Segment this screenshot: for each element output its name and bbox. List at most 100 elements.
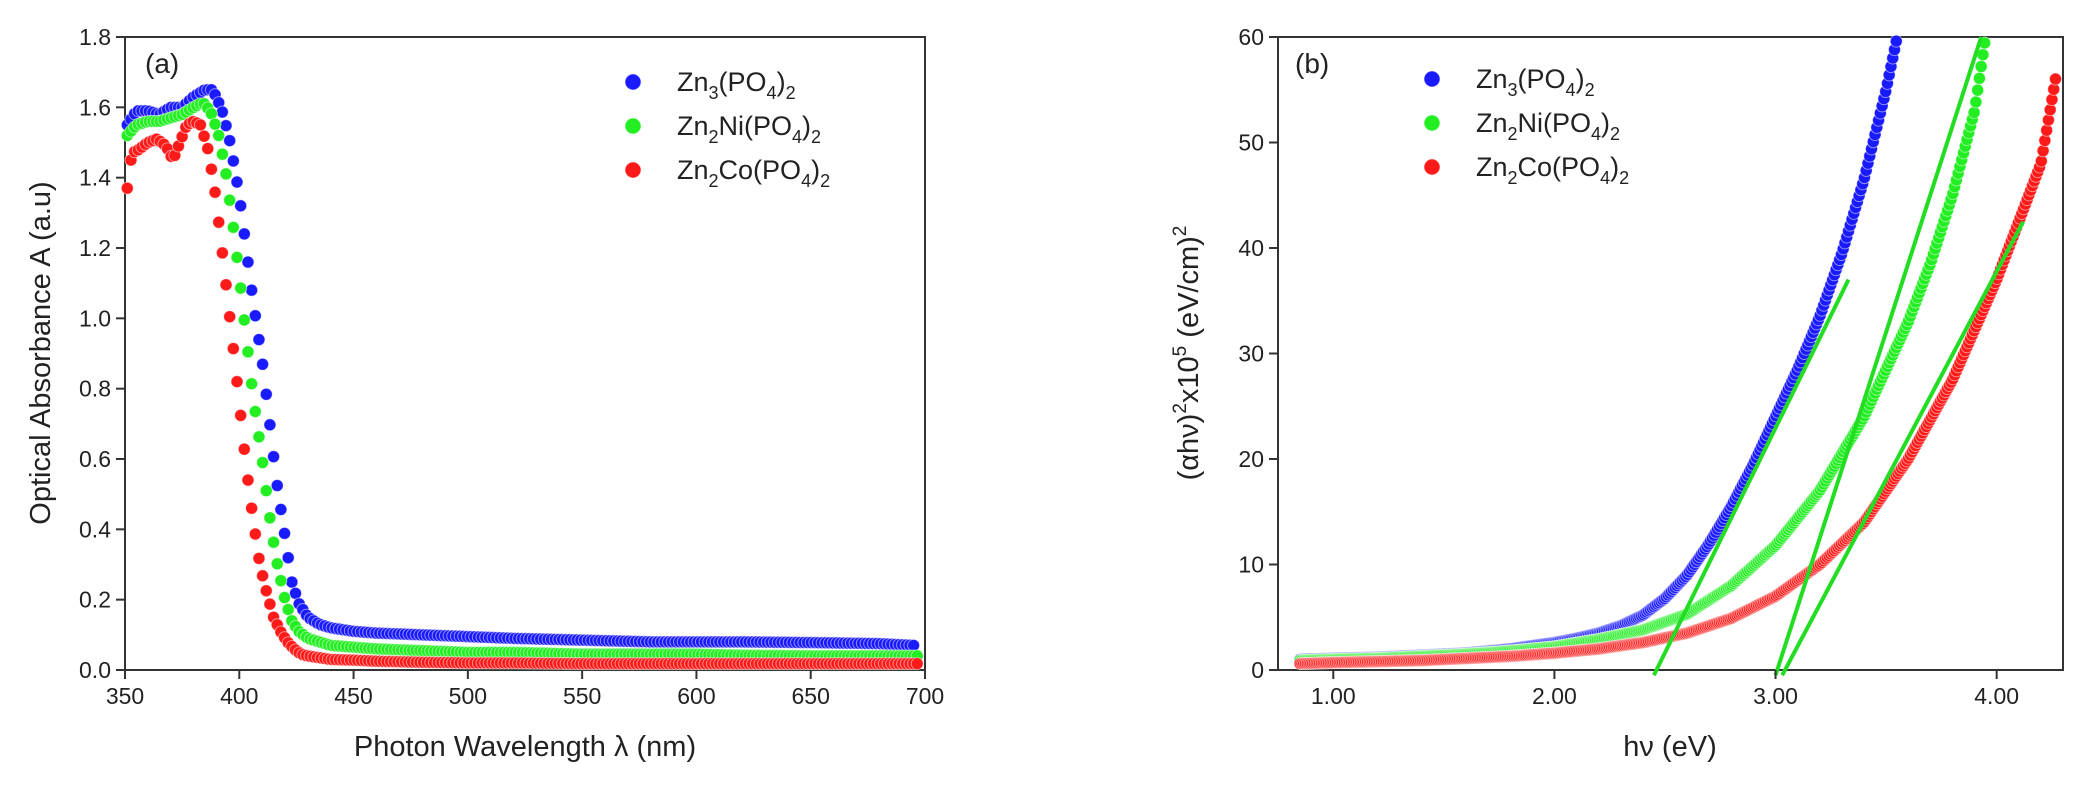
x-tick-label-2: 3.00 bbox=[1753, 683, 1798, 709]
point-a-2-29 bbox=[226, 342, 240, 356]
point-a-2-39 bbox=[263, 597, 277, 611]
y-tick-label-5: 1.0 bbox=[79, 305, 111, 331]
point-a-1-36 bbox=[252, 430, 266, 444]
point-a-1-32 bbox=[237, 313, 251, 327]
point-a-0-37 bbox=[256, 357, 270, 371]
point-a-1-39 bbox=[263, 511, 277, 525]
point-a-1-24 bbox=[208, 117, 222, 131]
x-tick-label-1: 2.00 bbox=[1532, 683, 1577, 709]
point-b-2-427 bbox=[2049, 72, 2062, 86]
panel-a-series-group bbox=[120, 83, 924, 671]
point-a-1-43 bbox=[278, 591, 291, 605]
y-tick-label-4: 0.8 bbox=[79, 376, 111, 402]
legend-marker-1 bbox=[1423, 114, 1441, 132]
point-a-0-26 bbox=[215, 105, 229, 119]
point-a-2-34 bbox=[245, 501, 259, 515]
x-tick-label-3: 500 bbox=[449, 683, 487, 709]
point-a-2-38 bbox=[259, 584, 273, 598]
b-ylabel-part2: x10 bbox=[1173, 356, 1205, 403]
point-b-1-385 bbox=[1974, 60, 1988, 73]
y-tick-label-3: 30 bbox=[1238, 341, 1264, 367]
point-a-2-22 bbox=[201, 142, 215, 156]
panel-b-y-ticks: 0 10 20 30 40 50 60 bbox=[1238, 24, 1278, 683]
x-tick-label-3: 4.00 bbox=[1974, 683, 2019, 709]
legend-marker-1 bbox=[624, 117, 642, 135]
point-b-1-383 bbox=[1971, 83, 1985, 97]
point-b-1-384 bbox=[1972, 71, 1986, 85]
panel-a-x-ticks: 350 400 450 500 550 600 650 700 bbox=[106, 670, 944, 709]
point-a-1-27 bbox=[219, 167, 233, 181]
legend-label-1: Zn2Ni(PO4)2 bbox=[1476, 108, 1620, 144]
point-a-1-30 bbox=[230, 250, 244, 264]
panel-a-plot-frame bbox=[124, 36, 926, 671]
y-tick-label-1: 0.2 bbox=[79, 587, 111, 613]
x-tick-label-7: 700 bbox=[906, 683, 944, 709]
point-a-0-31 bbox=[234, 199, 248, 213]
point-a-0-30 bbox=[230, 175, 244, 189]
point-a-2-21 bbox=[197, 129, 211, 143]
panel-a-legend: Zn3(PO4)2 Zn2Ni(PO4)2 Zn2Co(PO4)2 bbox=[624, 67, 830, 191]
x-tick-label-4: 550 bbox=[563, 683, 601, 709]
y-tick-label-2: 0.4 bbox=[79, 516, 111, 542]
point-a-1-42 bbox=[274, 574, 288, 588]
series-a-0 bbox=[120, 83, 921, 652]
y-tick-label-4: 40 bbox=[1238, 235, 1264, 261]
x-tick-label-0: 1.00 bbox=[1311, 683, 1356, 709]
x-tick-label-0: 350 bbox=[106, 683, 144, 709]
y-tick-label-5: 50 bbox=[1238, 130, 1264, 156]
panel-a-x-axis-title: Photon Wavelength λ (nm) bbox=[354, 731, 696, 763]
point-a-2-0 bbox=[120, 181, 134, 195]
point-a-2-26 bbox=[215, 246, 229, 260]
panel-a-y-axis-title: Optical Absorbance A (a.u) bbox=[25, 181, 57, 524]
point-a-1-33 bbox=[241, 345, 255, 359]
y-tick-label-1: 10 bbox=[1238, 552, 1264, 578]
panel-b-x-ticks: 1.00 2.00 3.00 4.00 bbox=[1311, 670, 2019, 709]
point-a-1-29 bbox=[226, 220, 240, 234]
legend-item-2: Zn2Co(PO4)2 bbox=[624, 155, 830, 191]
point-b-0-337 bbox=[1889, 34, 1903, 48]
legend-label-2: Zn2Co(PO4)2 bbox=[677, 155, 830, 191]
point-a-2-35 bbox=[248, 527, 262, 541]
legend-label-0: Zn3(PO4)2 bbox=[677, 67, 796, 103]
fit-line-2 bbox=[1780, 220, 2025, 677]
point-a-2-32 bbox=[237, 442, 251, 456]
panel-a: 350 400 450 500 550 600 650 700 0.0 0.2 0.4 0.6 0.8… bbox=[25, 24, 944, 763]
point-a-2-33 bbox=[241, 473, 255, 487]
x-tick-label-1: 400 bbox=[220, 683, 258, 709]
y-tick-label-0: 0 bbox=[1251, 657, 1264, 683]
x-tick-label-2: 450 bbox=[334, 683, 372, 709]
point-a-2-37 bbox=[256, 569, 270, 583]
point-a-1-44 bbox=[281, 603, 295, 616]
point-a-0-35 bbox=[248, 309, 262, 323]
y-tick-label-0: 0.0 bbox=[79, 657, 111, 683]
point-a-2-36 bbox=[252, 551, 266, 565]
point-a-0-29 bbox=[226, 154, 240, 168]
point-a-1-31 bbox=[234, 281, 248, 295]
point-a-0-43 bbox=[278, 526, 291, 540]
point-a-1-35 bbox=[248, 405, 262, 418]
point-a-0-42 bbox=[274, 503, 288, 516]
point-a-0-38 bbox=[259, 387, 273, 401]
panel-b-label: (b) bbox=[1295, 48, 1329, 79]
legend-label-0: Zn3(PO4)2 bbox=[1476, 64, 1595, 100]
point-a-0-28 bbox=[223, 134, 237, 148]
point-a-2-25 bbox=[212, 215, 226, 229]
fit-line-1 bbox=[1773, 36, 1984, 676]
point-b-1-381 bbox=[1967, 106, 1981, 119]
y-tick-label-6: 60 bbox=[1238, 24, 1264, 50]
point-a-2-30 bbox=[230, 375, 244, 389]
legend-marker-2 bbox=[624, 161, 642, 179]
panel-a-y-ticks: 0.0 0.2 0.4 0.6 0.8 1.0 1.2 1.4 1.6 1.8 bbox=[79, 24, 125, 683]
b-ylabel-part1: (αhν) bbox=[1173, 414, 1205, 481]
x-tick-label-6: 650 bbox=[792, 683, 830, 709]
y-tick-label-9: 1.8 bbox=[79, 24, 111, 50]
point-a-1-37 bbox=[256, 456, 270, 469]
point-a-0-36 bbox=[252, 333, 266, 347]
series-a-2 bbox=[120, 115, 924, 671]
point-a-2-216 bbox=[910, 657, 924, 671]
b-ylabel-sup3: 2 bbox=[1170, 226, 1191, 237]
y-tick-label-3: 0.6 bbox=[79, 446, 111, 472]
point-a-2-28 bbox=[223, 310, 237, 324]
series-b-2 bbox=[1293, 72, 2062, 671]
